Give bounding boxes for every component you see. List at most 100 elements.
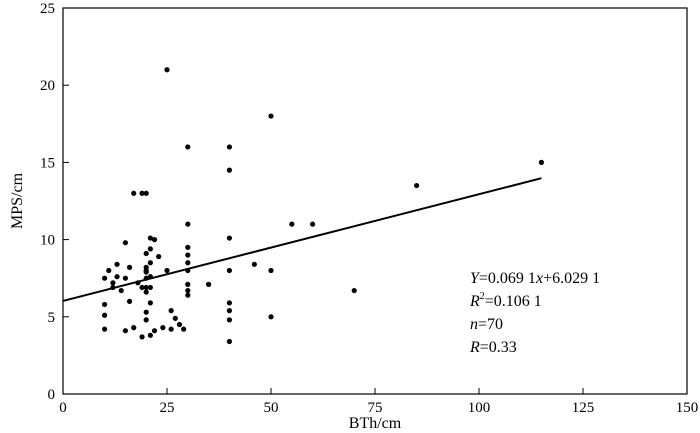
data-point	[147, 246, 153, 252]
data-point	[126, 298, 133, 304]
data-point	[143, 269, 149, 275]
data-points	[102, 67, 545, 345]
data-point	[310, 221, 316, 227]
data-point	[126, 264, 133, 270]
data-point	[160, 325, 166, 331]
data-point	[185, 292, 191, 298]
x-tick-label: 125	[572, 400, 595, 416]
data-point	[181, 326, 187, 332]
data-point	[143, 284, 149, 291]
data-point	[164, 67, 170, 73]
data-point	[156, 253, 162, 260]
r-squared-symbol: R	[469, 293, 480, 310]
data-point	[147, 274, 153, 280]
r-squared-text: R2=0.106 1	[469, 291, 542, 310]
data-point	[164, 267, 170, 274]
data-point	[268, 267, 274, 274]
data-point	[143, 289, 149, 295]
data-point	[185, 267, 191, 274]
r-symbol: R	[469, 339, 480, 356]
data-point	[147, 284, 153, 291]
x-tick-label: 0	[59, 400, 67, 416]
y-axis-title: MPS/cm	[9, 172, 26, 229]
data-point	[147, 300, 153, 306]
regression-annotation: Y=0.069 1x+6.029 1 R2=0.106 1 n=70 R=0.3…	[469, 270, 600, 356]
equation-y: Y	[470, 270, 481, 287]
data-point	[143, 275, 149, 281]
data-point	[151, 328, 158, 334]
data-point	[185, 221, 191, 227]
data-point	[147, 332, 153, 338]
data-point	[168, 326, 174, 332]
data-point	[151, 237, 158, 243]
data-point	[185, 244, 191, 250]
data-point	[143, 309, 149, 315]
r-squared-superscript: 2	[480, 291, 485, 302]
data-point	[131, 325, 137, 331]
equation-x: x	[535, 270, 543, 287]
y-tick-label: 15	[40, 155, 55, 171]
equation-text: Y=0.069 1x+6.029 1	[470, 270, 600, 287]
r-squared-value: =0.106 1	[485, 293, 542, 310]
data-point	[226, 167, 232, 173]
tick-labels: 0 25 50 75 100 125 150 0 5 10 15 20 25	[40, 1, 698, 416]
data-point	[135, 280, 141, 286]
data-point	[122, 328, 128, 334]
y-tick-label: 20	[40, 78, 55, 94]
n-symbol: n	[470, 316, 478, 333]
data-point	[143, 250, 149, 257]
data-point	[139, 190, 145, 196]
data-point	[102, 301, 108, 308]
data-point	[185, 287, 191, 294]
data-point	[122, 275, 128, 281]
n-value: =70	[478, 316, 503, 333]
r-text: R=0.33	[469, 339, 517, 356]
data-point	[102, 312, 108, 318]
data-point	[185, 260, 191, 266]
plot-frame	[62, 7, 688, 395]
data-point	[106, 267, 112, 274]
data-point	[102, 326, 108, 332]
x-tick-label: 50	[264, 400, 279, 416]
x-axis-title: BTh/cm	[349, 415, 402, 432]
y-tick-label: 5	[48, 310, 56, 326]
n-text: n=70	[470, 316, 503, 333]
data-point	[114, 261, 120, 267]
data-point	[147, 260, 153, 266]
data-point	[251, 261, 257, 267]
data-point	[268, 314, 274, 320]
data-point	[139, 334, 145, 340]
y-tick-label: 0	[48, 387, 56, 403]
x-tick-label: 25	[160, 400, 175, 416]
data-point	[172, 315, 178, 321]
data-point	[114, 274, 120, 280]
data-point	[143, 190, 149, 196]
regression-line	[62, 177, 542, 302]
y-tick-label: 10	[40, 233, 55, 249]
data-point	[289, 221, 295, 227]
x-tick-label: 100	[468, 400, 491, 416]
data-point	[143, 317, 149, 323]
data-point	[110, 284, 116, 291]
equation-slope: =0.069 1	[479, 270, 536, 287]
data-point	[226, 144, 232, 150]
data-point	[147, 235, 153, 241]
data-point	[122, 240, 128, 246]
data-point	[351, 287, 357, 294]
data-point	[268, 113, 274, 119]
y-tick-label: 25	[40, 1, 55, 17]
data-point	[226, 300, 232, 306]
data-point	[185, 144, 191, 150]
data-point	[226, 317, 232, 323]
data-point	[185, 281, 191, 287]
data-point	[226, 308, 232, 314]
equation-intercept: +6.029 1	[543, 270, 600, 287]
data-point	[131, 190, 137, 196]
data-point	[226, 267, 232, 274]
data-point	[226, 235, 232, 241]
data-point	[102, 275, 108, 281]
x-tick-label: 150	[676, 400, 699, 416]
data-point	[414, 182, 420, 189]
data-point	[118, 287, 124, 294]
